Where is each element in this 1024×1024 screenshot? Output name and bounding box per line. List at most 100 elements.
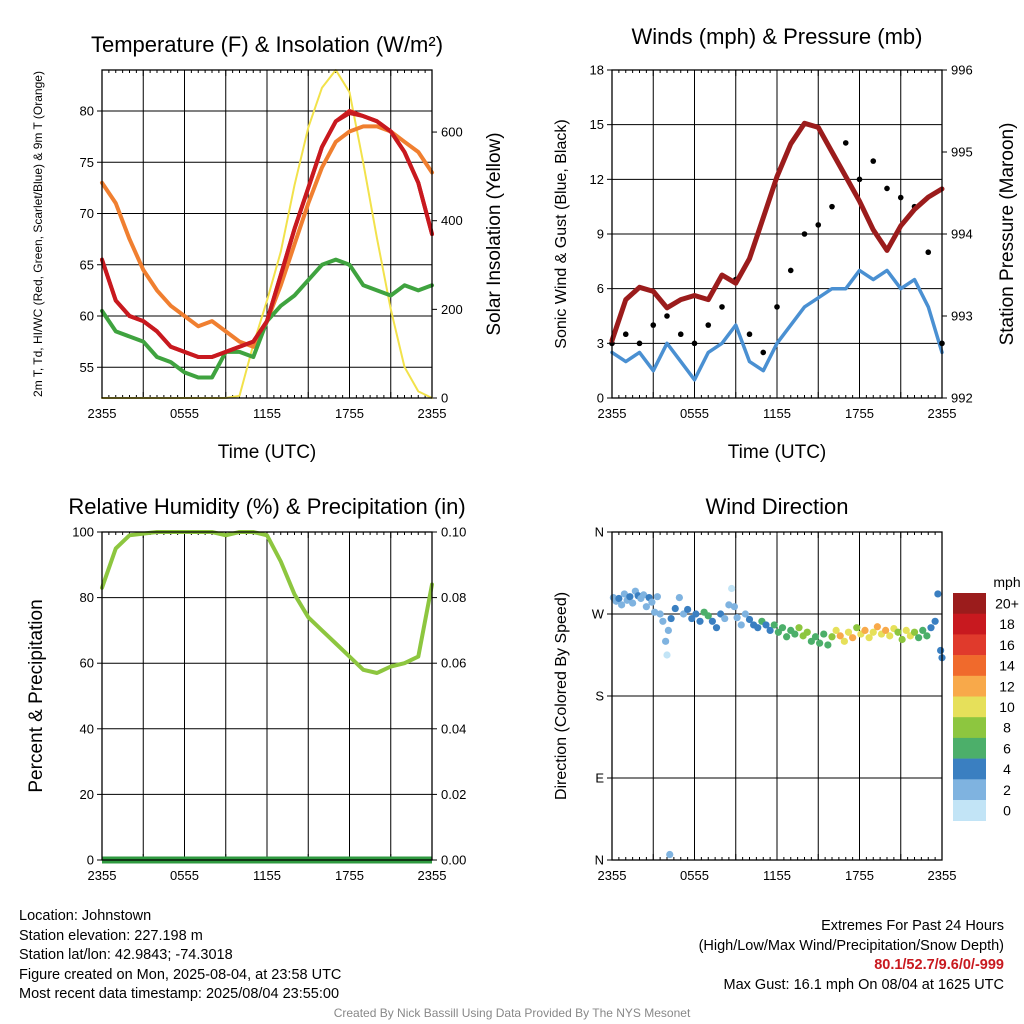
gust-point [801,231,808,237]
direction-point [873,623,881,631]
y2-tick-label: 0.02 [441,787,466,802]
direction-point [679,610,688,618]
y2-tick-label: 200 [441,302,463,317]
direction-point [898,635,906,644]
x-tick-label: 1155 [763,868,791,883]
y-tick-label: 75 [80,155,94,170]
direction-point [849,634,857,642]
colorbar-label: 2 [1003,782,1011,798]
direction-point [840,637,848,645]
direction-point [675,594,683,602]
direction-point [618,601,626,609]
colorbar-swatch [953,800,986,821]
direction-point [865,634,873,642]
direction-point [666,850,674,859]
x-tick-label: 1755 [335,868,364,883]
y-tick-label: N [595,525,604,540]
direction-point [811,633,820,641]
colorbar-swatch [953,717,986,739]
y2-tick-label: 996 [951,63,973,78]
direction-point [931,617,939,625]
direction-point [656,610,664,618]
direction-point [688,614,696,623]
colorbar-swatch [953,737,986,759]
colorbar-label: 4 [1003,761,1011,777]
colorbar-swatch [953,593,986,614]
y2-axis-label: Station Pressure (Maroon) [997,123,1018,346]
series-line-pressure [609,120,945,344]
colorbar-swatch [953,634,986,656]
x-tick-label: 1155 [253,406,281,421]
y2-tick-label: 400 [441,213,463,228]
colorbar-swatch [953,675,986,697]
y2-tick-label: 0.06 [441,656,466,671]
x-tick-label: 1755 [845,406,874,421]
series-line-wind [610,268,944,382]
y-tick-label: 18 [590,63,604,78]
x-axis-label: Time (UTC) [218,442,317,463]
y2-tick-label: 600 [441,125,463,140]
direction-point [820,630,828,638]
direction-point [886,632,894,640]
y-tick-label: 3 [597,336,604,351]
direction-point [869,628,877,636]
direction-point [745,615,754,624]
gust-point [870,158,877,164]
direction-point [721,614,729,623]
extremes-info: Extremes For Past 24 Hours (High/Low/Max… [699,917,1004,995]
direction-point [615,594,623,603]
x-tick-label: 1755 [335,406,364,421]
direction-point [651,608,659,616]
y-tick-label: S [595,689,604,704]
y-tick-label: 100 [72,525,94,540]
direction-point [662,637,670,645]
colorbar-swatch [953,758,986,780]
recent-timestamp: Most recent data timestamp: 2025/08/04 2… [19,986,340,1002]
x-tick-label: 0555 [680,406,709,421]
gust-point [925,249,932,256]
x-tick-label: 2355 [928,406,957,421]
direction-point [795,624,803,632]
gust-point [746,331,753,338]
gust-point [829,203,835,210]
gust-point [856,176,863,183]
direction-point [717,610,725,618]
direction-point [741,610,749,618]
y-axis-label: Direction (Colored By Speed) [553,592,570,800]
colorbar-label: 18 [999,616,1015,632]
y-tick-label: 15 [590,117,604,132]
x-tick-label: 0555 [170,868,199,883]
y2-tick-label: 995 [951,145,973,160]
gust-point [664,313,670,319]
direction-point [626,593,634,601]
plot-frame [101,531,433,861]
y2-tick-label: 0.00 [441,853,466,868]
station-elevation: Station elevation: 227.198 m [19,927,203,944]
x-tick-label: 2355 [418,868,447,883]
panel-3: 2355 0555 1155 1755 23550204060801000.000.02… [72,525,466,884]
x-tick-label: 2355 [418,406,447,421]
y-tick-label: 55 [80,360,94,375]
direction-point [836,632,844,640]
station-info: Location: Johnstown Station elevation: 2… [19,907,341,1005]
direction-point [648,598,656,606]
y2-tick-label: 992 [951,391,973,406]
direction-point [832,626,840,635]
direction-point [737,621,745,629]
y-axis-label: Percent & Precipitation [26,599,47,792]
colorbar-label: 14 [999,658,1015,674]
colorbar-label: 6 [1003,740,1011,756]
colorbar-label: 0 [1003,803,1011,819]
colorbar-title: mph [993,574,1020,590]
y-tick-label: 0 [597,391,604,406]
gust-point [815,222,822,228]
direction-point [642,603,650,611]
y2-tick-label: 0 [441,391,448,406]
direction-point [659,617,667,625]
x-tick-label: 2355 [928,868,957,883]
y-tick-label: 40 [80,721,94,736]
direction-point [730,603,738,611]
station-latlon: Station lat/lon: 42.9843; -74.3018 [19,947,233,963]
direction-point [824,641,832,649]
